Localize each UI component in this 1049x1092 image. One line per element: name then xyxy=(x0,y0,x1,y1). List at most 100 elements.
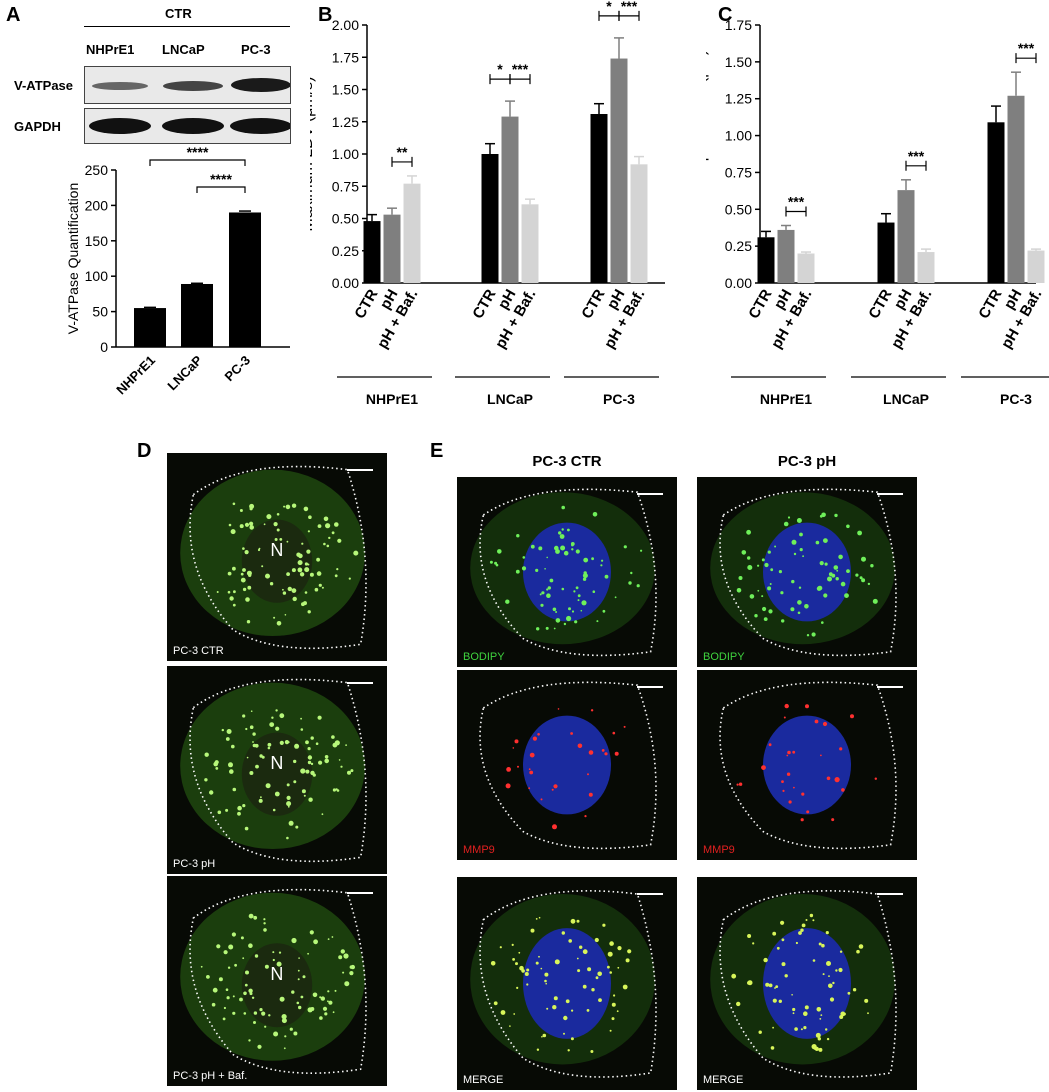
y-tick-label: 1.00 xyxy=(725,128,752,144)
chart-c-displacement: 0.00 0.25 0.50 0.75 1.00 1.25 1.50 1.75 Maximum … xyxy=(706,17,1049,407)
significance-bracket xyxy=(391,156,413,167)
x-tick-label: LNCaP xyxy=(164,352,205,393)
group-label: LNCaP xyxy=(487,391,533,407)
group-label: LNCaP xyxy=(883,391,929,407)
e-micrograph-1-0: BODIPY xyxy=(697,477,917,667)
bar-PC-3-0 xyxy=(590,114,608,283)
gapdh-blot xyxy=(84,108,292,144)
group-label: PC-3 xyxy=(603,391,635,407)
y-axis-title: V-ATPase Quantification xyxy=(65,183,81,334)
y-tick-label: 1.25 xyxy=(725,91,752,107)
significance-bracket xyxy=(196,186,246,193)
bar-LNCaP xyxy=(181,283,213,347)
e-label-1-1: MMP9 xyxy=(703,844,735,856)
significance-label: **** xyxy=(187,145,209,160)
y-tick-label: 0.25 xyxy=(332,243,359,259)
x-tick-label: PC-3 xyxy=(222,353,254,385)
blot-row-gapdh: GAPDH xyxy=(14,119,61,134)
bar-PC-3-1 xyxy=(610,58,628,283)
bar-NHPrE1-1 xyxy=(777,229,795,283)
e-micrograph-0-1: MMP9 xyxy=(457,670,677,860)
y-tick-label: 1.50 xyxy=(332,82,359,98)
y-tick-label: 2.00 xyxy=(332,17,359,33)
group-label: PC-3 xyxy=(1000,391,1032,407)
panel-d-letter: D xyxy=(137,440,152,462)
vatpase-blot xyxy=(84,66,291,104)
significance-bracket xyxy=(149,159,246,166)
e-label-0-2: MERGE xyxy=(463,1074,504,1086)
significance-label: ** xyxy=(397,144,408,160)
y-tick-label: 0.00 xyxy=(725,275,752,291)
y-tick-label: 1.50 xyxy=(725,54,752,70)
bar-PC-3-2 xyxy=(1027,250,1045,283)
significance-label: *** xyxy=(788,194,805,210)
y-tick-label: 0.50 xyxy=(332,211,359,227)
significance-label: *** xyxy=(621,0,638,14)
e-micrograph-0-2: MERGE xyxy=(457,877,677,1090)
e-label-1-2: MERGE xyxy=(703,1074,744,1086)
bar-LNCaP-1 xyxy=(897,190,915,283)
d-label-1: PC-3 pH xyxy=(173,858,216,870)
bar-LNCaP-2 xyxy=(521,204,539,283)
e-micrograph-0-0: BODIPY xyxy=(457,477,677,667)
significance-label: * xyxy=(497,61,503,77)
y-tick-label: 250 xyxy=(85,162,109,178)
significance-bracket xyxy=(618,10,640,21)
scale-bar xyxy=(347,892,373,894)
bar-NHPrE1-0 xyxy=(757,237,775,283)
y-axis-title: Maximum LDV (μm/s) xyxy=(310,77,316,232)
significance-label: * xyxy=(606,0,612,14)
blot-group-label: CTR xyxy=(165,6,192,21)
significance-bracket xyxy=(785,206,807,217)
nucleus-label: N xyxy=(270,964,284,985)
d-micrograph-ph-baf: N PC-3 pH + Baf. xyxy=(167,876,387,1086)
scale-bar xyxy=(877,893,903,895)
chart-b-ldv: 0.00 0.25 0.50 0.75 1.00 1.25 1.50 1.75 2.00 Maxi… xyxy=(310,0,665,407)
bar-PC-3-0 xyxy=(987,122,1005,283)
bar-LNCaP-2 xyxy=(917,252,935,283)
bar-NHPrE1-2 xyxy=(403,183,421,283)
y-tick-label: 0.00 xyxy=(332,275,359,291)
y-tick-label: 0.25 xyxy=(725,238,752,254)
e-col-title-ph: PC-3 pH xyxy=(777,453,837,470)
d-label-0: PC-3 CTR xyxy=(173,645,224,657)
bar-LNCaP-1 xyxy=(501,116,519,283)
blot-lane-nhpre1: NHPrE1 xyxy=(86,42,135,57)
group-label: NHPrE1 xyxy=(366,391,418,407)
blot-row-vatpase: V-ATPase xyxy=(14,78,74,93)
significance-label: **** xyxy=(210,171,232,187)
bar-LNCaP-0 xyxy=(481,154,499,283)
bar-PC-3 xyxy=(229,212,261,347)
y-tick-label: 0 xyxy=(100,339,108,355)
significance-bracket xyxy=(509,74,531,85)
group-label: NHPrE1 xyxy=(760,391,812,407)
d-micrograph-ctr: N PC-3 CTR xyxy=(167,453,387,661)
y-tick-label: 1.00 xyxy=(332,146,359,162)
scale-bar xyxy=(637,493,663,495)
y-tick-label: 0.75 xyxy=(332,178,359,194)
d-micrograph-ph: N PC-3 pH xyxy=(167,666,387,874)
significance-label: *** xyxy=(908,148,925,164)
significance-bracket xyxy=(905,160,927,171)
panel-b-letter: B xyxy=(318,4,333,26)
scale-bar xyxy=(877,686,903,688)
y-tick-label: 200 xyxy=(85,197,109,213)
y-tick-label: 0.50 xyxy=(725,201,752,217)
significance-bracket xyxy=(1015,53,1037,64)
y-tick-label: 150 xyxy=(85,233,109,249)
y-tick-label: 1.25 xyxy=(332,114,359,130)
e-micrograph-1-1: MMP9 xyxy=(697,670,917,860)
bar-NHPrE1-0 xyxy=(363,221,381,283)
y-tick-label: 50 xyxy=(92,304,108,320)
nucleus-label: N xyxy=(270,540,284,561)
scale-bar xyxy=(877,493,903,495)
blot-lane-lncap: LNCaP xyxy=(162,42,205,57)
bar-NHPrE1-2 xyxy=(797,253,815,283)
bar-NHPrE1-1 xyxy=(383,214,401,283)
scale-bar xyxy=(637,686,663,688)
bar-LNCaP-0 xyxy=(877,222,895,283)
e-label-1-0: BODIPY xyxy=(703,651,745,663)
e-micrograph-1-2: MERGE xyxy=(697,877,917,1090)
bar-PC-3-1 xyxy=(1007,95,1025,283)
scale-bar xyxy=(637,893,663,895)
